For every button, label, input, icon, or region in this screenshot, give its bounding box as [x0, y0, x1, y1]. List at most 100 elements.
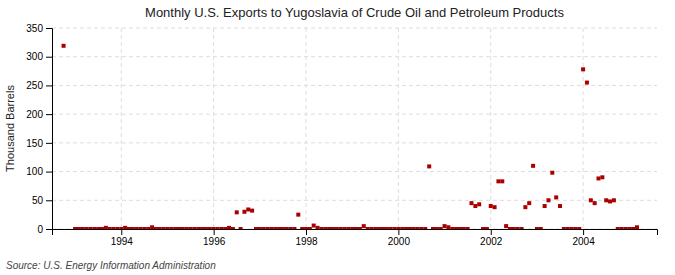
point — [250, 209, 254, 213]
annotation: Source: U.S. Energy Information Administ… — [6, 260, 216, 271]
point — [446, 225, 450, 229]
y-grid-line — [52, 28, 657, 29]
point — [450, 227, 454, 229]
point — [520, 227, 524, 229]
point — [96, 227, 100, 229]
point — [512, 227, 516, 229]
title: Monthly U.S. Exports to Yugoslavia of Cr… — [145, 5, 564, 20]
point — [289, 227, 293, 229]
point — [527, 201, 531, 205]
point — [612, 198, 616, 202]
point — [323, 227, 327, 229]
point — [327, 227, 331, 229]
y-tick-label: 250 — [26, 80, 43, 91]
point — [469, 201, 473, 205]
y-tick-label: 150 — [26, 138, 43, 149]
point — [508, 227, 512, 229]
point — [254, 227, 258, 229]
point — [404, 227, 408, 229]
point — [616, 227, 620, 229]
point — [377, 227, 381, 229]
y-grid-line — [52, 200, 657, 201]
y-tick-mark — [46, 200, 52, 201]
point — [235, 210, 239, 214]
point — [108, 227, 112, 229]
y-grid-line — [52, 142, 657, 143]
point — [354, 227, 358, 229]
x-tick-label: 1996 — [203, 236, 226, 247]
point — [573, 227, 577, 229]
point — [196, 227, 200, 229]
point — [85, 227, 89, 229]
y-tick: 150 — [26, 138, 52, 149]
point — [119, 227, 123, 229]
y-tick-mark — [46, 143, 52, 144]
point — [342, 227, 346, 229]
point — [412, 227, 416, 229]
point — [239, 227, 243, 229]
point — [566, 227, 570, 229]
x-tick-mark — [583, 229, 584, 235]
point — [462, 227, 466, 229]
point — [489, 204, 493, 208]
y-tick: 350 — [26, 23, 52, 34]
point — [335, 227, 339, 229]
x-grid-line — [121, 28, 122, 229]
point — [350, 227, 354, 229]
point — [504, 224, 508, 228]
x-axis-line — [53, 230, 658, 236]
x-axis: 199419961998200020022004 — [53, 229, 658, 247]
point — [570, 227, 574, 229]
point — [620, 227, 624, 229]
grid — [52, 28, 657, 229]
y-tick-mark — [46, 57, 52, 58]
marks — [62, 44, 639, 229]
point — [596, 176, 600, 180]
point — [485, 227, 489, 229]
y-tick-mark — [46, 28, 52, 29]
point — [146, 227, 150, 229]
point — [554, 195, 558, 199]
point — [208, 227, 212, 229]
point — [123, 226, 127, 229]
point — [135, 227, 139, 229]
point — [181, 227, 185, 229]
point — [516, 227, 520, 229]
point — [546, 198, 550, 202]
x-grid-line — [583, 28, 584, 229]
x-tick-label: 2004 — [572, 236, 595, 247]
x-tick-label: 2000 — [388, 236, 411, 247]
point — [396, 227, 400, 229]
x-tick-mark — [398, 229, 399, 235]
point — [423, 227, 427, 229]
x-grid-line — [306, 28, 307, 229]
point — [115, 227, 119, 229]
x-tick-mark — [306, 229, 307, 235]
point — [600, 175, 604, 179]
point — [223, 227, 227, 229]
x-tick-label: 2002 — [480, 236, 503, 247]
point — [185, 227, 189, 229]
y-tick: 100 — [26, 166, 52, 177]
y-tick-label: 350 — [26, 23, 43, 34]
point — [366, 227, 370, 229]
y-tick-label: 50 — [32, 195, 44, 206]
x-tick: 1994 — [111, 229, 134, 247]
point — [358, 227, 362, 229]
point — [219, 227, 223, 229]
point — [142, 227, 146, 229]
y-tick-label: 0 — [37, 224, 43, 235]
point — [535, 227, 539, 229]
x-tick-mark — [121, 229, 122, 235]
point — [577, 227, 581, 229]
point — [381, 227, 385, 229]
point — [362, 224, 366, 228]
point — [62, 44, 66, 48]
point — [585, 81, 589, 85]
point — [443, 224, 447, 228]
point — [543, 204, 547, 208]
point — [373, 227, 377, 229]
point — [269, 227, 273, 229]
x-tick: 1996 — [203, 229, 226, 247]
point — [439, 227, 443, 229]
